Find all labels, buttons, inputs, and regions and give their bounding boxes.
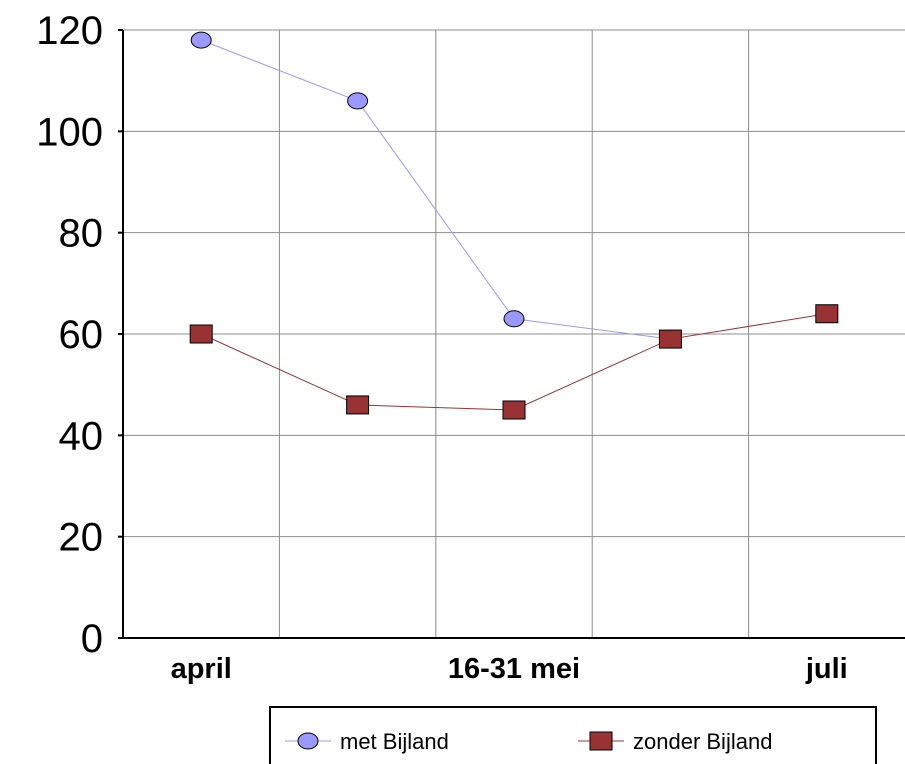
legend-marker-circle (297, 732, 319, 750)
grid-lines (123, 29, 905, 638)
y-tick-label: 120 (36, 9, 103, 53)
data-point-square (502, 400, 526, 420)
x-tick-label: 16-31 mei (448, 653, 580, 685)
data-point-circle (190, 31, 212, 49)
x-tick-labels: april 16-31 mei juli (171, 653, 848, 685)
y-tick-label: 80 (59, 212, 104, 256)
series-line (200, 313, 827, 411)
legend-label: zonder Bijland (633, 729, 772, 754)
x-tick-label: april (171, 653, 232, 685)
data-point-square (815, 304, 839, 324)
y-tick-label: 0 (81, 617, 103, 661)
y-tick-label: 100 (36, 110, 103, 154)
legend-marker-square (589, 731, 613, 751)
x-tick-label: juli (805, 653, 848, 685)
legend: met Bijland zonder Bijland (269, 706, 877, 764)
data-point-circle (503, 310, 525, 328)
y-tick-label: 20 (59, 516, 104, 560)
legend-entry: zonder Bijland (578, 729, 772, 754)
data-point-square (189, 324, 213, 344)
data-point-square (658, 329, 682, 349)
y-tick-label: 40 (59, 414, 104, 458)
y-tick-labels: 0 20 40 60 80 100 120 (36, 9, 103, 661)
axes (118, 29, 905, 639)
data-point-square (346, 395, 370, 415)
y-tick-label: 60 (59, 313, 104, 357)
series-line (201, 39, 671, 340)
legend-entry: met Bijland (285, 729, 449, 754)
series-zonder-bijland (189, 304, 839, 420)
legend-label: met Bijland (340, 729, 449, 754)
series-layer (189, 31, 839, 420)
legend-box (269, 706, 877, 764)
data-point-circle (347, 92, 369, 110)
